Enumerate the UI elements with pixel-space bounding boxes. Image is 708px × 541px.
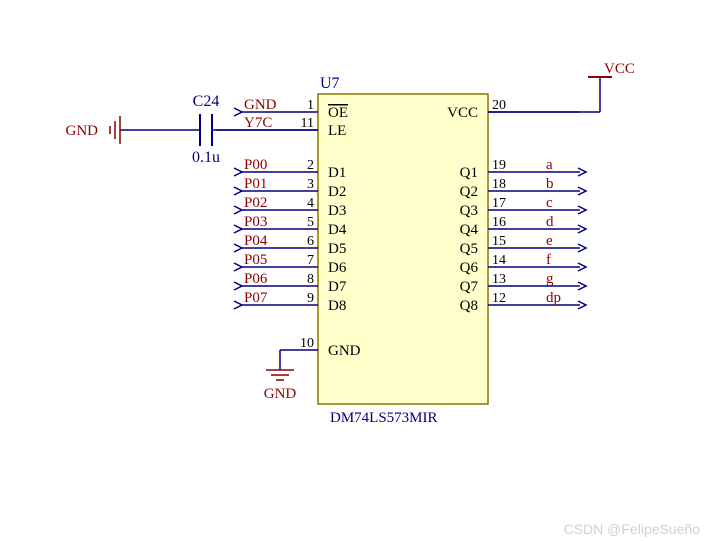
pin-num-r-7: 13 (492, 272, 506, 287)
pin-label-l-3: D2 (328, 184, 346, 200)
chip-ref: U7 (320, 75, 340, 92)
arrow-l-6 (234, 244, 242, 252)
pin-num-r-8: 12 (492, 291, 506, 306)
vcc-label: VCC (604, 61, 635, 77)
pin-label-r-4: Q4 (460, 222, 479, 238)
net-l-0: GND (244, 97, 277, 113)
pin-num-r-6: 14 (492, 253, 506, 268)
gnd-bottom-label: GND (264, 386, 297, 402)
net-r-5: e (546, 233, 553, 249)
net-r-4: d (546, 214, 554, 230)
pin-num-l-8: 8 (307, 272, 314, 287)
arrow-l-3 (234, 187, 242, 195)
arrow-l-9 (234, 301, 242, 309)
pin-label-gnd: GND (328, 343, 361, 359)
pin-num-l-1: 11 (301, 116, 314, 131)
arrow-l-0 (234, 108, 242, 116)
net-r-2: b (546, 176, 554, 192)
net-l-2: P00 (244, 157, 267, 173)
net-l-6: P04 (244, 233, 268, 249)
pin-label-l-0: OE (328, 105, 348, 121)
schematic-canvas: U7 DM74LS573MIR 1 OE GND 11 LE 2 D1 P00 3 D2 P01 4 D3 P… (0, 0, 708, 541)
net-r-8: dp (546, 290, 561, 306)
pin-num-r-1: 19 (492, 158, 506, 173)
pin-num-l-9: 9 (307, 291, 314, 306)
pin-label-r-1: Q1 (460, 165, 478, 181)
net-r-6: f (546, 252, 551, 268)
cap-value: 0.1u (192, 149, 220, 166)
net-y7c: Y7C (244, 115, 272, 131)
pin-label-l-8: D7 (328, 279, 347, 295)
pin-label-r-7: Q7 (460, 279, 479, 295)
arrow-l-4 (234, 206, 242, 214)
net-l-9: P07 (244, 290, 268, 306)
pin-num-r-4: 16 (492, 215, 506, 230)
pin-label-r-0: VCC (447, 105, 478, 121)
pin-label-l-6: D5 (328, 241, 346, 257)
pin-num-l-2: 2 (307, 158, 314, 173)
pin-label-r-5: Q5 (460, 241, 478, 257)
pin-num-l-0: 1 (307, 98, 314, 113)
arrow-l-8 (234, 282, 242, 290)
arrow-l-2 (234, 168, 242, 176)
pin-label-r-6: Q6 (460, 260, 479, 276)
pin-label-l-4: D3 (328, 203, 346, 219)
net-l-4: P02 (244, 195, 267, 211)
pin-num-r-5: 15 (492, 234, 506, 249)
pin-num-l-6: 6 (307, 234, 314, 249)
chip-part: DM74LS573MIR (330, 410, 438, 426)
net-r-3: c (546, 195, 553, 211)
pin-label-l-5: D4 (328, 222, 347, 238)
pin-num-r-0: 20 (492, 98, 506, 113)
net-l-5: P03 (244, 214, 267, 230)
net-l-7: P05 (244, 252, 267, 268)
gnd-left-label: GND (66, 123, 99, 139)
pin-num-l-3: 3 (307, 177, 314, 192)
net-r-7: g (546, 271, 554, 287)
pin-num-l-5: 5 (307, 215, 314, 230)
pin-num-l-7: 7 (307, 253, 314, 268)
pin-label-r-2: Q2 (460, 184, 478, 200)
pin-label-r-3: Q3 (460, 203, 478, 219)
pin-num-r-3: 17 (492, 196, 506, 211)
cap-ref: C24 (193, 93, 220, 110)
pin-label-r-8: Q8 (460, 298, 478, 314)
pin-num-gnd: 10 (300, 336, 314, 351)
net-r-1: a (546, 157, 553, 173)
pin-label-l-2: D1 (328, 165, 346, 181)
arrow-l-7 (234, 263, 242, 271)
net-l-3: P01 (244, 176, 267, 192)
pin-num-r-2: 18 (492, 177, 506, 192)
watermark: CSDN @FelipeSueño (564, 521, 701, 537)
net-l-8: P06 (244, 271, 268, 287)
pin-num-l-4: 4 (307, 196, 314, 211)
arrow-l-5 (234, 225, 242, 233)
pin-label-l-9: D8 (328, 298, 346, 314)
pin-label-l-1: LE (328, 123, 346, 139)
pin-label-l-7: D6 (328, 260, 347, 276)
